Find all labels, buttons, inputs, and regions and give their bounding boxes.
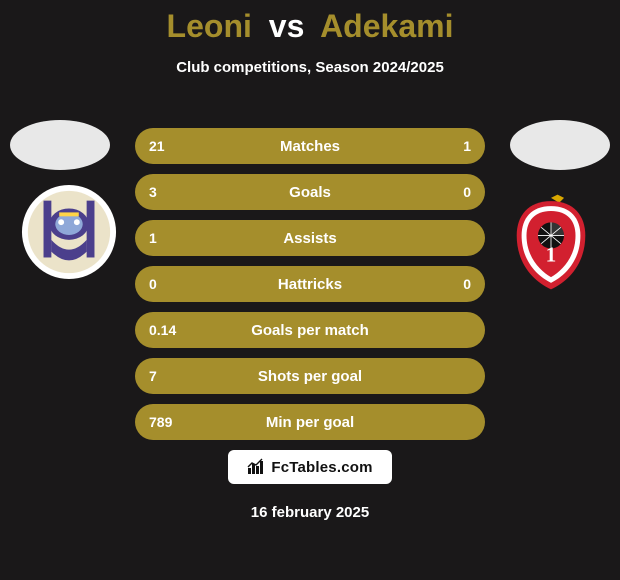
row-goals-per-match: 0.14 Goals per match: [135, 312, 485, 348]
site-badge: FcTables.com: [228, 450, 392, 484]
date-label: 16 february 2025: [0, 504, 620, 521]
row-label: Goals per match: [251, 322, 369, 339]
row-value-left: 1: [149, 230, 157, 246]
row-hattricks: 0 Hattricks 0: [135, 266, 485, 302]
row-value-right: 1: [463, 138, 471, 154]
vs-label: vs: [269, 8, 305, 44]
row-shots-per-goal: 7 Shots per goal: [135, 358, 485, 394]
row-value-left: 21: [149, 138, 165, 154]
row-matches: 21 Matches 1: [135, 128, 485, 164]
row-min-per-goal: 789 Min per goal: [135, 404, 485, 440]
player2-name: Adekami: [320, 8, 453, 44]
row-label: Matches: [280, 138, 340, 155]
site-name: FcTables.com: [271, 459, 372, 476]
row-value-right: 0: [463, 276, 471, 292]
row-value-left: 789: [149, 414, 172, 430]
row-label: Assists: [283, 230, 336, 247]
club-badge-left: [20, 183, 118, 281]
row-value-left: 0.14: [149, 322, 176, 338]
site-logo-icon: [247, 458, 265, 476]
svg-text:1: 1: [546, 243, 557, 267]
competition-season: Club competitions, Season 2024/2025: [0, 59, 620, 76]
row-label: Goals: [289, 184, 331, 201]
row-label: Shots per goal: [258, 368, 362, 385]
row-goals: 3 Goals 0: [135, 174, 485, 210]
player1-photo: [10, 120, 110, 170]
player1-name: Leoni: [167, 8, 252, 44]
row-value-right: 0: [463, 184, 471, 200]
comparison-rows: 21 Matches 1 3 Goals 0 1 Assists 0 Hattr…: [135, 128, 485, 450]
page-title: Leoni vs Adekami: [0, 8, 620, 45]
row-value-left: 0: [149, 276, 157, 292]
player2-photo: [510, 120, 610, 170]
row-assists: 1 Assists: [135, 220, 485, 256]
row-value-left: 3: [149, 184, 157, 200]
row-label: Hattricks: [278, 276, 342, 293]
row-label: Min per goal: [266, 414, 354, 431]
club-badge-right: 1: [502, 193, 600, 291]
row-value-left: 7: [149, 368, 157, 384]
